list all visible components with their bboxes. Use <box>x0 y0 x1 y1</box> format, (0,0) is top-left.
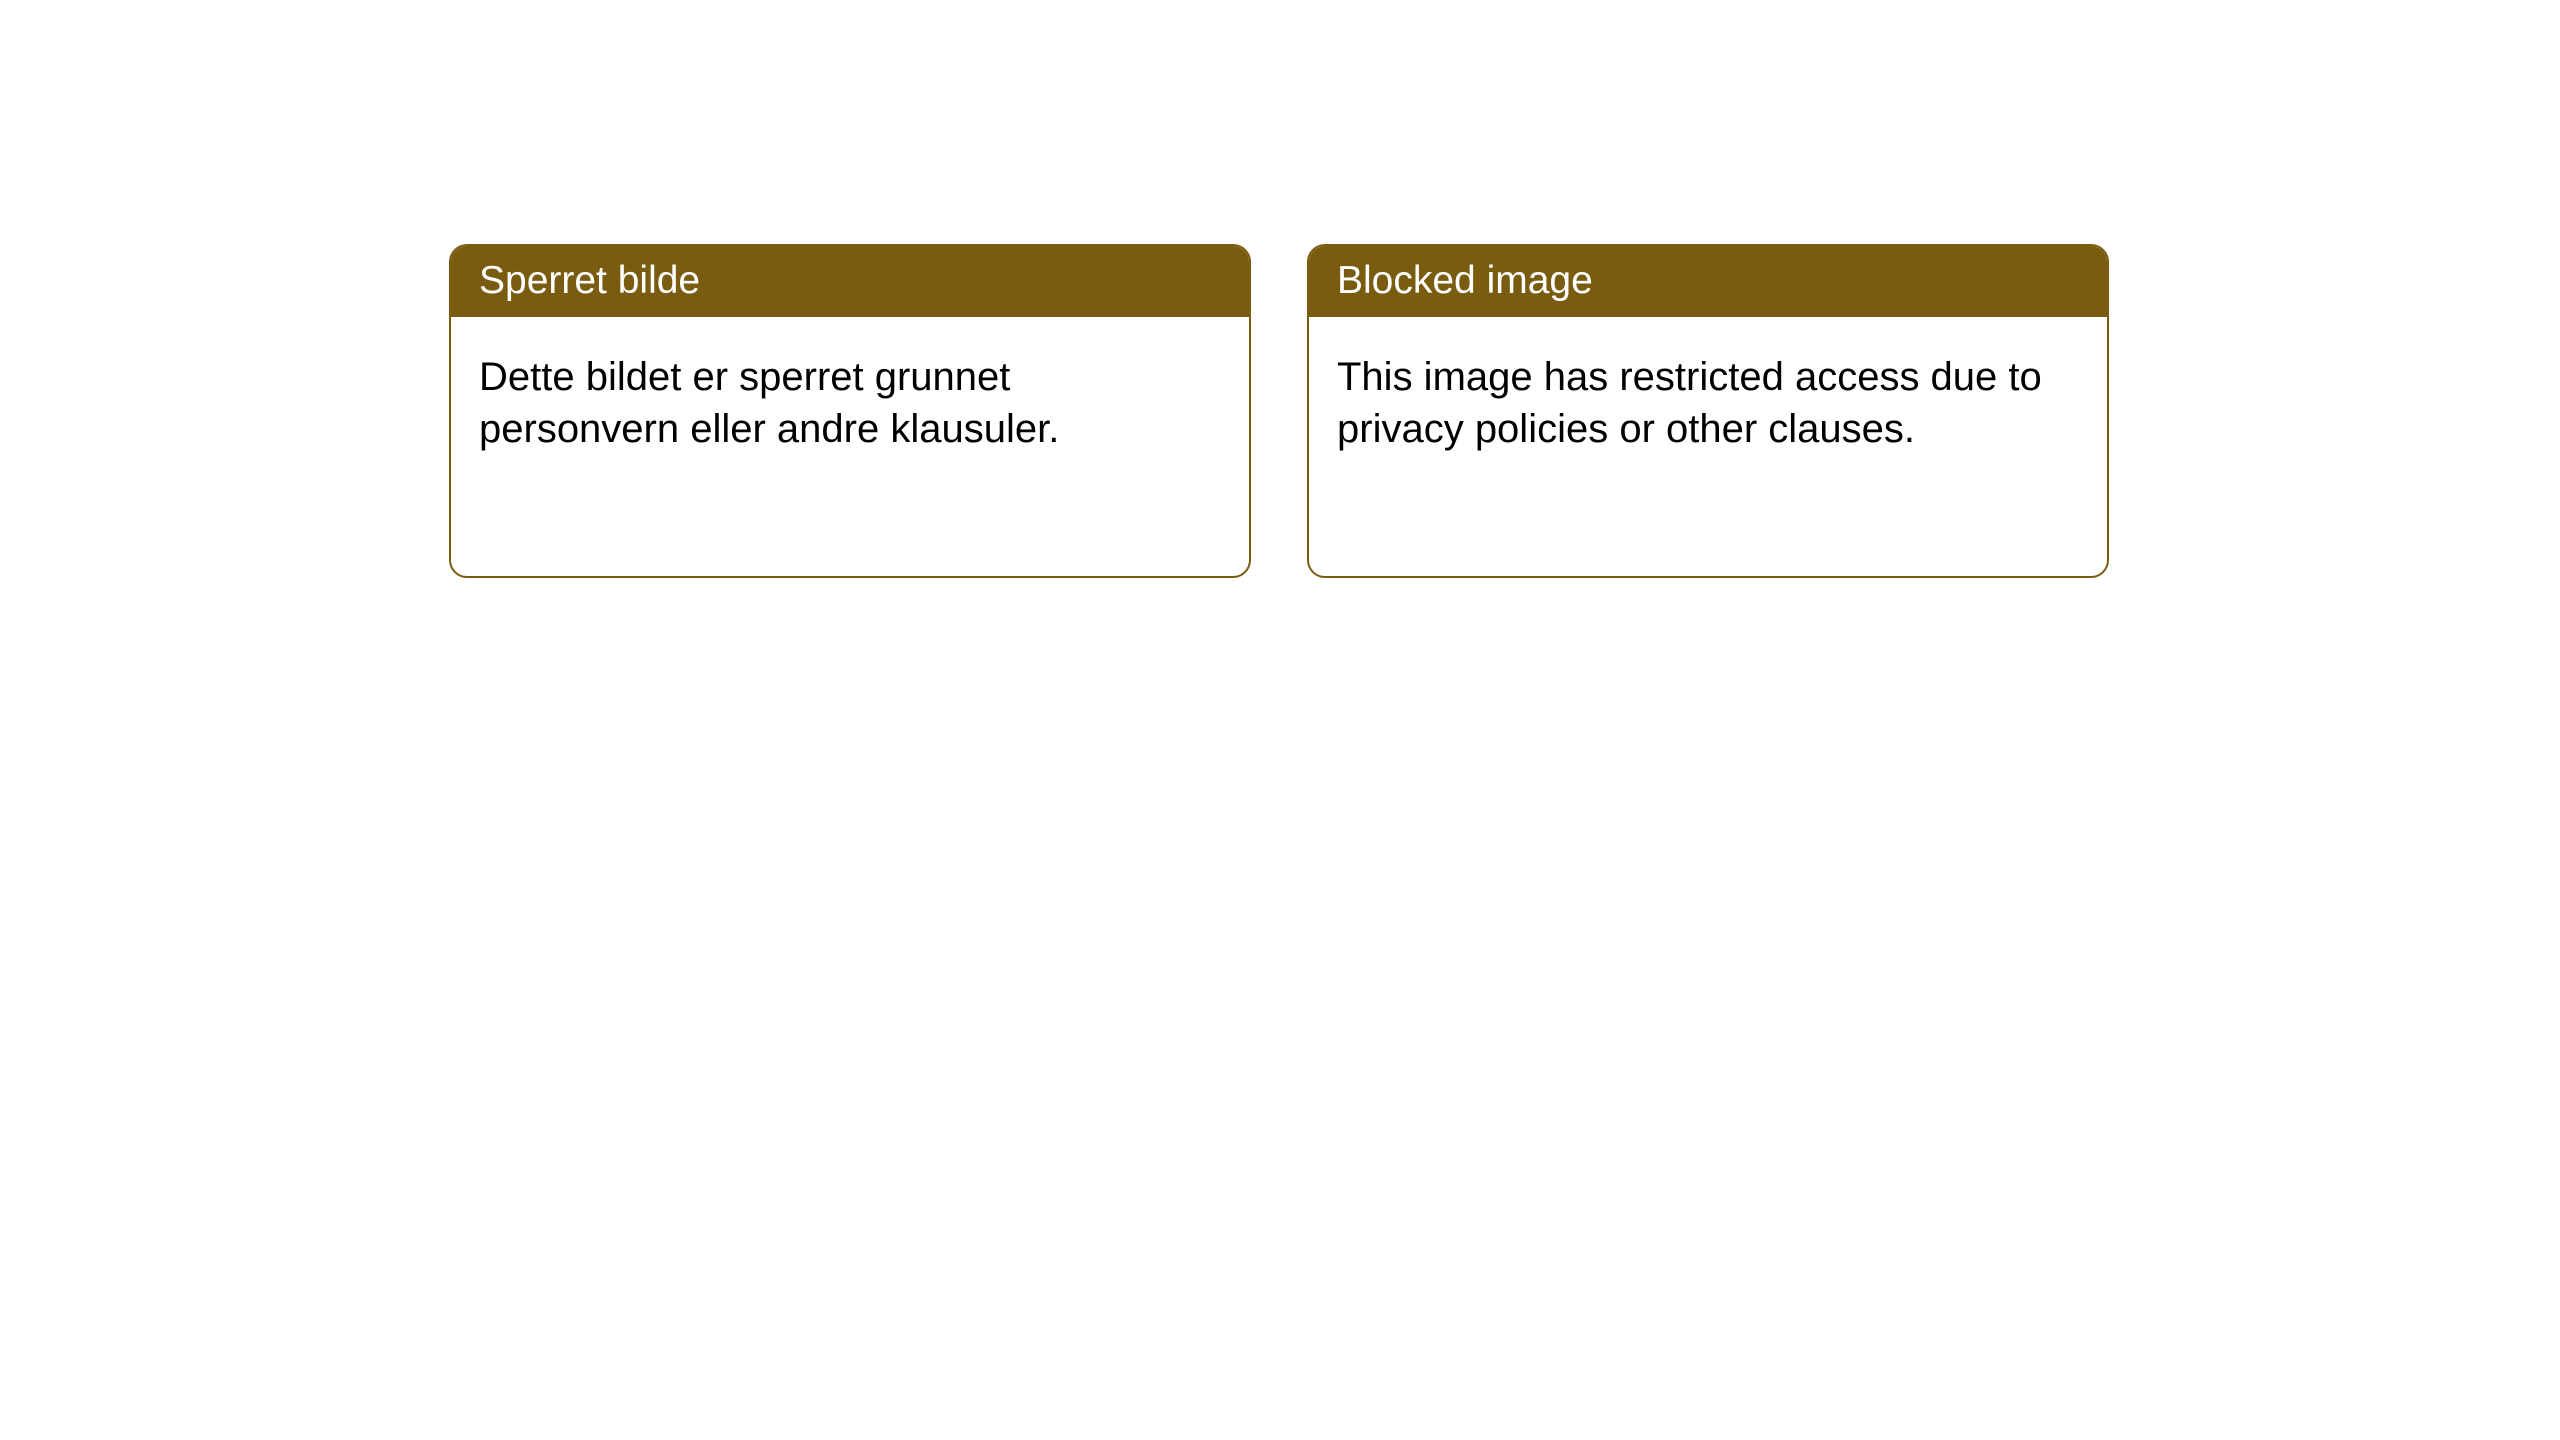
card-title: Blocked image <box>1337 259 1593 302</box>
card-header: Sperret bilde <box>451 246 1249 317</box>
card-header: Blocked image <box>1309 246 2107 317</box>
notice-cards-container: Sperret bilde Dette bildet er sperret gr… <box>0 0 2560 578</box>
blocked-image-card-english: Blocked image This image has restricted … <box>1307 244 2109 578</box>
blocked-image-card-norwegian: Sperret bilde Dette bildet er sperret gr… <box>449 244 1251 578</box>
card-body: This image has restricted access due to … <box>1309 317 2107 489</box>
card-body: Dette bildet er sperret grunnet personve… <box>451 317 1249 489</box>
card-title: Sperret bilde <box>479 259 700 302</box>
card-body-text: Dette bildet er sperret grunnet personve… <box>479 355 1059 451</box>
card-body-text: This image has restricted access due to … <box>1337 355 2042 451</box>
